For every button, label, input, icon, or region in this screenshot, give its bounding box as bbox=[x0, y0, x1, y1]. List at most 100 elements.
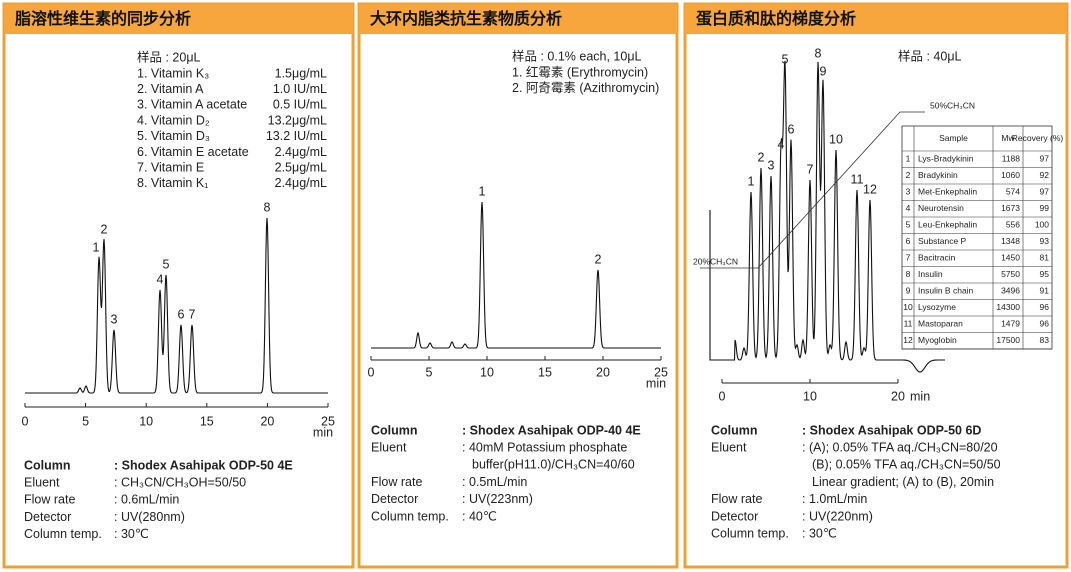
table-header: Sample bbox=[939, 133, 968, 143]
peak-label: 5 bbox=[782, 52, 789, 66]
table-cell: Neurotensin bbox=[918, 203, 964, 213]
condition-label: Eluent bbox=[371, 440, 407, 454]
table-cell: 96 bbox=[1040, 302, 1050, 312]
table-cell: 96 bbox=[1040, 319, 1050, 329]
x-tick-label: 20 bbox=[260, 414, 274, 428]
condition-label: Column bbox=[711, 423, 758, 437]
condition-label: Column bbox=[371, 423, 418, 437]
peak-label: 3 bbox=[111, 312, 118, 326]
table-cell: Lys-Bradykinin bbox=[918, 154, 974, 164]
table-cell: 1060 bbox=[1001, 170, 1020, 180]
table-cell: 9 bbox=[906, 286, 911, 296]
peak-label: 1 bbox=[479, 184, 486, 198]
sample-item: 8. Vitamin K₁ bbox=[137, 176, 208, 190]
panel-header bbox=[685, 4, 1067, 34]
condition-value: : 1.0mL/min bbox=[802, 492, 867, 506]
sample-amount: 1.0 IU/mL bbox=[273, 82, 327, 96]
table-cell: 3496 bbox=[1001, 286, 1020, 296]
table-cell: 8 bbox=[906, 269, 911, 279]
x-tick-label: 5 bbox=[82, 414, 89, 428]
table-cell: 91 bbox=[1040, 286, 1050, 296]
x-tick-label: 0 bbox=[719, 389, 726, 403]
table-cell: 92 bbox=[1040, 170, 1050, 180]
table-cell: Mastoparan bbox=[918, 319, 963, 329]
x-tick-label: 15 bbox=[538, 365, 552, 379]
peak-label: 2 bbox=[758, 150, 765, 164]
peak-label: 4 bbox=[778, 137, 785, 151]
table-cell: 14300 bbox=[996, 302, 1020, 312]
gradient-line bbox=[700, 111, 925, 269]
condition-value: : Shodex Asahipak ODP-40 4E bbox=[462, 423, 641, 437]
annotation: 20%CH₃CN bbox=[693, 256, 738, 266]
sample-item: 6. Vitamin E acetate bbox=[137, 145, 249, 159]
table-header: Recovery (%) bbox=[1012, 133, 1064, 143]
peak-label: 6 bbox=[178, 307, 185, 321]
x-tick-label: 0 bbox=[368, 365, 375, 379]
sample-item: 7. Vitamin E bbox=[137, 160, 204, 174]
condition-label: Flow rate bbox=[711, 492, 762, 506]
peak-label: 8 bbox=[815, 46, 822, 60]
table-cell: Myoglobin bbox=[918, 335, 957, 345]
table-cell: 83 bbox=[1040, 335, 1050, 345]
condition-label: Flow rate bbox=[371, 475, 422, 489]
table-cell: 10 bbox=[903, 302, 913, 312]
table-cell: 556 bbox=[1006, 220, 1020, 230]
table-cell: Leu-Enkephalin bbox=[918, 220, 977, 230]
sample-amount: 0.5 IU/mL bbox=[273, 98, 327, 112]
condition-label: Eluent bbox=[24, 475, 60, 489]
table-frame bbox=[901, 125, 1053, 350]
condition-value: : (A); 0.05% TFA aq./CH₃CN=80/20 bbox=[802, 440, 998, 454]
sample-label: 样品 : 0.1% each, 10μL bbox=[512, 48, 642, 63]
condition-value: : 40mM Potassium phosphate bbox=[462, 440, 627, 454]
table-cell: 97 bbox=[1040, 154, 1050, 164]
sample-item: 2. Vitamin A bbox=[137, 82, 204, 96]
table-cell: 93 bbox=[1040, 236, 1050, 246]
x-tick-label: 5 bbox=[426, 365, 433, 379]
table-cell: Met-Enkephalin bbox=[918, 187, 977, 197]
condition-value: : 0.5mL/min bbox=[462, 475, 527, 489]
peak-label: 1 bbox=[748, 174, 755, 188]
table-cell: 1188 bbox=[1002, 154, 1021, 164]
table-cell: 11 bbox=[904, 319, 913, 329]
condition-label: Column temp. bbox=[711, 526, 789, 540]
table-cell: 574 bbox=[1006, 187, 1020, 197]
table-cell: Insulin bbox=[918, 269, 943, 279]
peak-label: 3 bbox=[768, 158, 775, 172]
x-tick-label: 10 bbox=[480, 365, 494, 379]
peak-label: 6 bbox=[788, 122, 795, 136]
table-cell: 1479 bbox=[1001, 319, 1020, 329]
table-cell: 5 bbox=[906, 220, 911, 230]
peak-label: 4 bbox=[157, 272, 164, 286]
x-tick-label: 20 bbox=[596, 365, 610, 379]
sample-item: 5. Vitamin D₃ bbox=[137, 129, 210, 143]
condition-value: : UV(280nm) bbox=[114, 510, 185, 524]
table-cell: 2 bbox=[906, 170, 911, 180]
sample-item: 2. 阿奇霉素 (Azithromycin) bbox=[512, 81, 659, 95]
chromatogram-trace bbox=[371, 201, 661, 349]
condition-value: : 30℃ bbox=[114, 527, 149, 541]
sample-item: 1. 红霉素 (Erythromycin) bbox=[512, 64, 648, 79]
sample-item: 4. Vitamin D₂ bbox=[137, 113, 210, 127]
panel-title: 蛋白质和肽的梯度分析 bbox=[696, 9, 856, 28]
peak-label: 10 bbox=[829, 132, 843, 146]
condition-label: Flow rate bbox=[24, 493, 75, 507]
table-cell: Bradykinin bbox=[918, 170, 958, 180]
sample-amount: 1.5μg/mL bbox=[275, 66, 327, 80]
panel-frame bbox=[2, 2, 355, 569]
peak-label: 9 bbox=[820, 64, 827, 78]
table-cell: 12 bbox=[903, 335, 913, 345]
peak-label: 2 bbox=[595, 252, 602, 266]
table-cell: 5750 bbox=[1001, 269, 1020, 279]
table-cell: 6 bbox=[906, 236, 911, 246]
x-tick-label: 0 bbox=[22, 414, 29, 428]
table-cell: 4 bbox=[906, 203, 911, 213]
panel-header bbox=[359, 4, 677, 34]
peak-label: 8 bbox=[264, 200, 271, 214]
sample-amount: 13.2 IU/mL bbox=[266, 129, 327, 143]
sample-label: 样品 : 20μL bbox=[137, 49, 201, 64]
x-tick-label: 25 bbox=[654, 365, 668, 379]
x-tick-label: 10 bbox=[803, 389, 817, 403]
condition-label: Detector bbox=[24, 510, 71, 524]
